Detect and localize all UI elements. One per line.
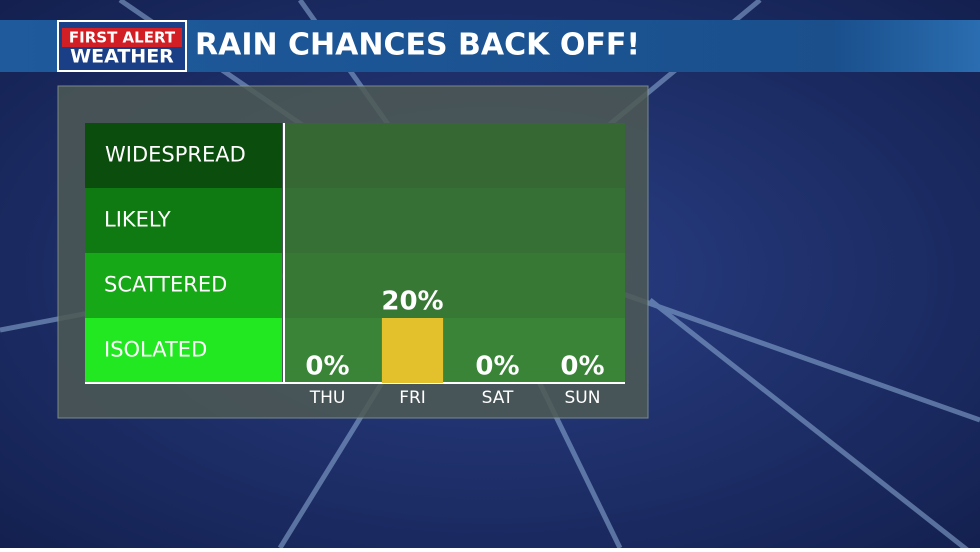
logo-bottom: WEATHER <box>70 46 174 68</box>
value-label: 0% <box>475 352 519 382</box>
x-tick-label: FRI <box>399 388 426 408</box>
plot-area <box>285 123 625 383</box>
level-band <box>85 123 282 188</box>
level-label: ISOLATED <box>104 338 207 362</box>
x-tick-label: SUN <box>565 388 601 408</box>
level-band <box>85 188 282 253</box>
logo-red <box>62 28 182 47</box>
level-label: SCATTERED <box>104 273 227 297</box>
level-label: WIDESPREAD <box>105 143 246 167</box>
level-stripe <box>285 188 625 253</box>
level-band <box>85 318 282 383</box>
logo-top: FIRST ALERT <box>69 29 176 47</box>
chart: ISOLATED SCATTERED LIKELY WIDESPREAD THU 0% FR… <box>85 123 625 408</box>
value-label: 0% <box>305 352 349 382</box>
x-tick-label: SAT <box>482 388 514 408</box>
level-band <box>85 253 282 318</box>
value-label: 0% <box>560 352 604 382</box>
level-stripe <box>285 123 625 188</box>
level-stripe <box>285 318 625 383</box>
title: RAIN CHANCES BACK OFF! <box>195 28 640 63</box>
x-tick-label: THU <box>309 388 346 408</box>
level-label: LIKELY <box>104 208 171 232</box>
level-stripe <box>285 253 625 318</box>
bar <box>381 318 444 383</box>
value-label: 20% <box>381 287 443 317</box>
